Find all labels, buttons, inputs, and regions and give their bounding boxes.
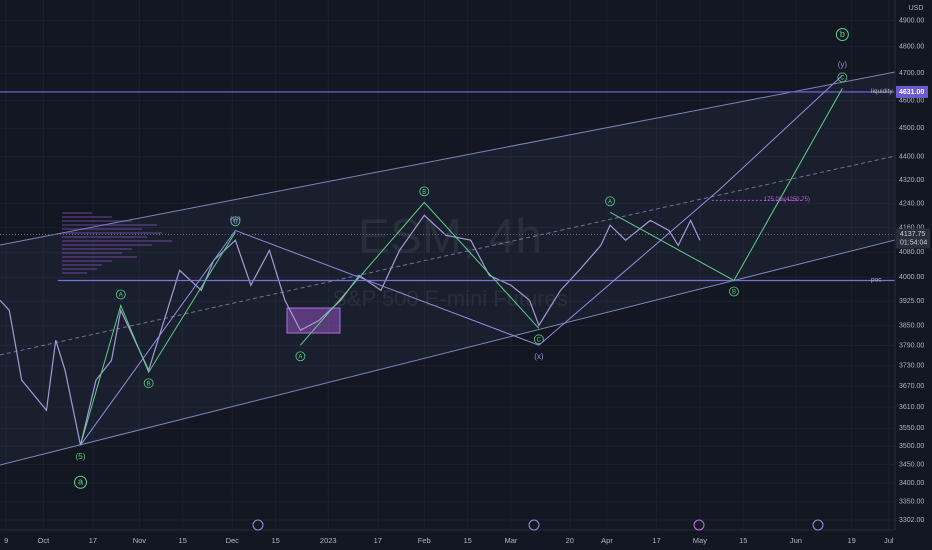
y-tick-label: 3350.00 <box>899 499 924 506</box>
y-tick-label: 3550.00 <box>899 425 924 432</box>
y-tick-label: 3670.00 <box>899 383 924 390</box>
plot: liquiditypoc175.0%(4250.75)(5)ABCABCABC(… <box>0 28 895 489</box>
x-tick-label: 15 <box>179 536 187 545</box>
y-tick-label: 4320.00 <box>899 177 924 184</box>
x-tick-label: Mar <box>505 536 518 545</box>
last-price-tag <box>896 228 930 249</box>
x-tick-label: Nov <box>133 536 147 545</box>
wave-line <box>80 231 236 446</box>
x-tick-label: 2023 <box>320 536 337 545</box>
wave-label-circle <box>837 72 848 83</box>
wave-label: (5) <box>76 452 86 461</box>
y-tick-label: 3790.00 <box>899 342 924 349</box>
y-tick-label: 3850.00 <box>899 323 924 330</box>
y-tick-label: 4600.00 <box>899 97 924 104</box>
wave-label: B <box>732 290 736 296</box>
x-tick-label: Jun <box>790 536 802 545</box>
wave-label: A <box>298 354 302 360</box>
channel-mid <box>0 155 896 356</box>
wave-label: A <box>608 199 612 205</box>
y-tick-label: 4800.00 <box>899 43 924 50</box>
y-unit: USD <box>909 5 924 12</box>
wave-label-circle <box>419 186 430 197</box>
x-tick-label: 15 <box>739 536 747 545</box>
level-label: liquidity <box>871 88 893 95</box>
y-tick-label: 3500.00 <box>899 443 924 450</box>
channel-fill <box>0 72 895 465</box>
target-label: 175.0%(4250.75) <box>764 197 810 203</box>
y-tick-label: 4400.00 <box>899 154 924 161</box>
x-tick-label: Dec <box>226 536 240 545</box>
level-label: poc <box>871 277 882 284</box>
wave-label: B <box>422 189 426 195</box>
wave-label: C <box>537 337 542 343</box>
axes: 3302.00 3350.00 3400.00 3450.00 3500.00 3550.… <box>4 17 930 545</box>
y-tick-label: 3730.00 <box>899 363 924 370</box>
wave-label-circle <box>143 378 154 389</box>
degree-label: a <box>78 477 83 487</box>
countdown: 01:54:04 <box>900 239 927 246</box>
watermark-subtitle: S&P 500 E-mini Futures <box>332 286 568 311</box>
wave-label-circle <box>115 289 126 300</box>
y-tick-label: 3610.00 <box>899 404 924 411</box>
wave-label: C <box>233 219 238 225</box>
y-tick-label: 3450.00 <box>899 461 924 468</box>
degree-label: b <box>840 29 845 39</box>
y-tick-label: 3400.00 <box>899 480 924 487</box>
wave-label-circle <box>729 286 739 297</box>
wave-label: (w) <box>230 215 241 224</box>
x-tick-label: 17 <box>652 536 660 545</box>
x-tick-label: 17 <box>374 536 382 545</box>
wave-label-circle <box>533 334 544 345</box>
y-tick-label: 4500.00 <box>899 125 924 132</box>
y-tick-label: 4240.00 <box>899 200 924 207</box>
x-tick-label: 19 <box>847 536 855 545</box>
y-tick-label: 3302.00 <box>899 517 924 524</box>
x-tick-label: Feb <box>418 536 431 545</box>
price-line <box>0 214 701 446</box>
x-tick-label: Apr <box>601 536 613 545</box>
y-tick-label: 4900.00 <box>899 17 924 24</box>
x-tick-label: 17 <box>89 536 97 545</box>
wave-label: (x) <box>534 352 544 361</box>
x-tick-label: Oct <box>38 536 51 545</box>
x-tick-label: 9 <box>4 536 8 545</box>
level-tag <box>896 85 928 98</box>
x-tick-label: 20 <box>566 536 574 545</box>
watermark-title: ESM, 4h <box>358 211 542 264</box>
y-tick-label: 4000.00 <box>899 274 924 281</box>
y-tick-label: 3925.00 <box>899 298 924 305</box>
y-tick-label: 4160.00 <box>899 225 924 232</box>
event-icons <box>252 519 824 531</box>
x-tick-label: 15 <box>463 536 471 545</box>
wave-label-circle <box>230 216 241 227</box>
x-tick-label: 15 <box>271 536 279 545</box>
y-tick-label: 4080.00 <box>899 249 924 256</box>
level-tag-label: 4631.00 <box>899 89 924 96</box>
wave-label: A <box>119 293 123 299</box>
degree-label-circle <box>74 475 88 489</box>
wave-line <box>300 201 540 346</box>
wave-line <box>80 75 843 446</box>
wave-line <box>609 88 843 282</box>
volume-profile <box>62 212 172 274</box>
wave-label-circle <box>605 196 615 207</box>
wave-label: C <box>840 75 845 81</box>
wave-label: B <box>147 381 151 387</box>
channel-upper <box>0 71 896 246</box>
last-price-label: 4137.75 <box>900 231 925 238</box>
degree-label-circle <box>835 28 849 42</box>
wave-label: (y) <box>838 60 848 69</box>
x-tick-label: May <box>693 536 707 545</box>
x-tick-label: Jul <box>884 536 894 545</box>
channel-lower <box>0 239 896 466</box>
y-tick-label: 4700.00 <box>899 70 924 77</box>
wave-label-circle <box>295 351 306 362</box>
